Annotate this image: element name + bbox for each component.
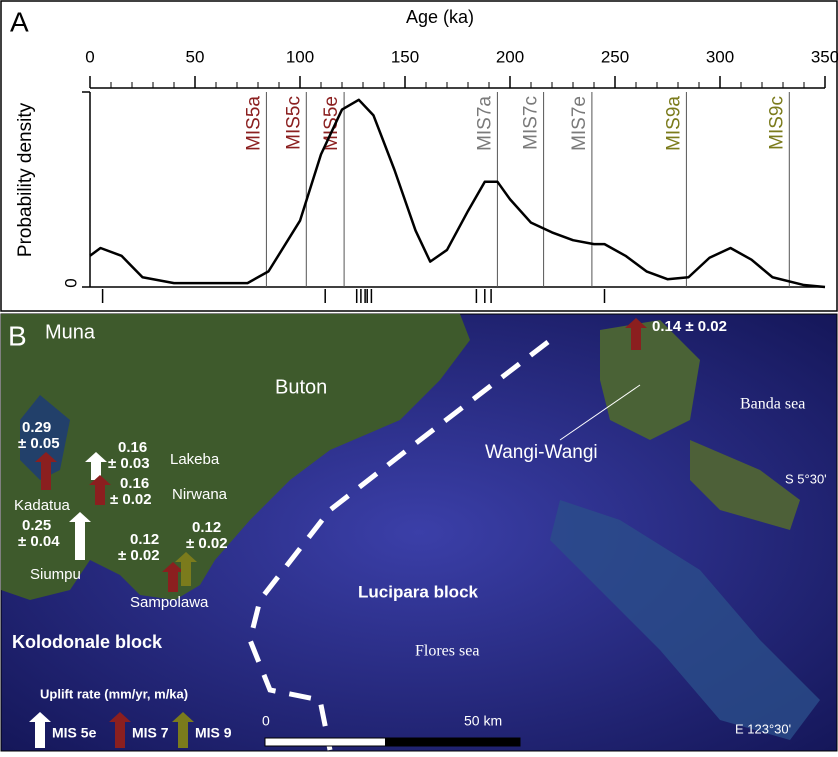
scale-bar-segment — [385, 738, 520, 746]
panel-label: B — [8, 320, 27, 351]
place-label: Kadatua — [14, 497, 71, 514]
place-label: Nirwana — [172, 486, 228, 503]
block-label: Kolodonale block — [12, 632, 163, 652]
coordinate-label: E 123°30' — [735, 721, 791, 736]
x-tick-label: 300 — [706, 47, 734, 66]
stage-label: MIS7a — [474, 96, 495, 151]
x-tick-label: 100 — [286, 47, 314, 66]
place-label: Siumpu — [30, 566, 81, 583]
map-panel: B Muna Buton Lakeba Nirwana Kadatua Siumpu Samp… — [1, 314, 837, 751]
legend-item: MIS 7 — [132, 725, 169, 741]
place-label: Buton — [275, 376, 327, 398]
legend-item: MIS 5e — [52, 725, 97, 741]
uplift-rate: ± 0.02 — [186, 535, 228, 552]
stage-label: MIS5e — [321, 96, 342, 151]
uplift-rate: 0.29 — [22, 419, 51, 436]
place-label: Lakeba — [170, 451, 220, 468]
stage-label: MIS9c — [766, 96, 787, 150]
stage-label: MIS5a — [243, 96, 264, 151]
scale-label: 50 km — [464, 713, 502, 729]
x-tick-label: 0 — [85, 47, 94, 66]
stage-label: MIS7c — [521, 96, 542, 150]
uplift-rate: ± 0.04 — [18, 533, 60, 550]
legend-title: Uplift rate (mm/yr, m/ka) — [40, 686, 188, 701]
legend-item: MIS 9 — [195, 725, 232, 741]
uplift-rate: 0.14 ± 0.02 — [652, 318, 727, 335]
uplift-rate: 0.12 — [192, 519, 221, 536]
uplift-rate: 0.12 — [130, 531, 159, 548]
place-label: Wangi-Wangi — [485, 442, 598, 463]
uplift-rate: ± 0.02 — [110, 491, 152, 508]
scale-label: 0 — [262, 713, 270, 729]
stage-label: MIS5c — [283, 96, 304, 150]
stage-label: MIS7e — [569, 96, 590, 151]
y-tick-label: 0 — [61, 278, 80, 287]
stage-label: MIS9a — [663, 96, 684, 151]
place-label: Sampolawa — [130, 594, 209, 611]
sea-label: Banda sea — [740, 396, 805, 413]
figure: A Age (ka) Probability density B Muna Buto… — [0, 0, 838, 752]
uplift-rate: 0.16 — [120, 475, 149, 492]
panel-label: A — [10, 6, 29, 37]
uplift-rate: 0.25 — [22, 517, 51, 534]
uplift-rate: ± 0.03 — [108, 455, 150, 472]
x-tick-label: 250 — [601, 47, 629, 66]
place-label: Muna — [45, 321, 96, 343]
x-tick-label: 200 — [496, 47, 524, 66]
sea-label: Flores sea — [415, 643, 479, 660]
uplift-rate: ± 0.02 — [118, 547, 160, 564]
y-axis-title: Probability density — [15, 102, 36, 257]
x-tick-label: 350 — [811, 47, 838, 66]
x-axis-title: Age (ka) — [406, 7, 474, 27]
x-tick-label: 150 — [391, 47, 419, 66]
block-label: Lucipara block — [358, 582, 479, 601]
uplift-rate: ± 0.05 — [18, 435, 60, 452]
x-tick-label: 50 — [186, 47, 205, 66]
uplift-rate: 0.16 — [118, 439, 147, 456]
coordinate-label: S 5°30' — [785, 471, 827, 486]
